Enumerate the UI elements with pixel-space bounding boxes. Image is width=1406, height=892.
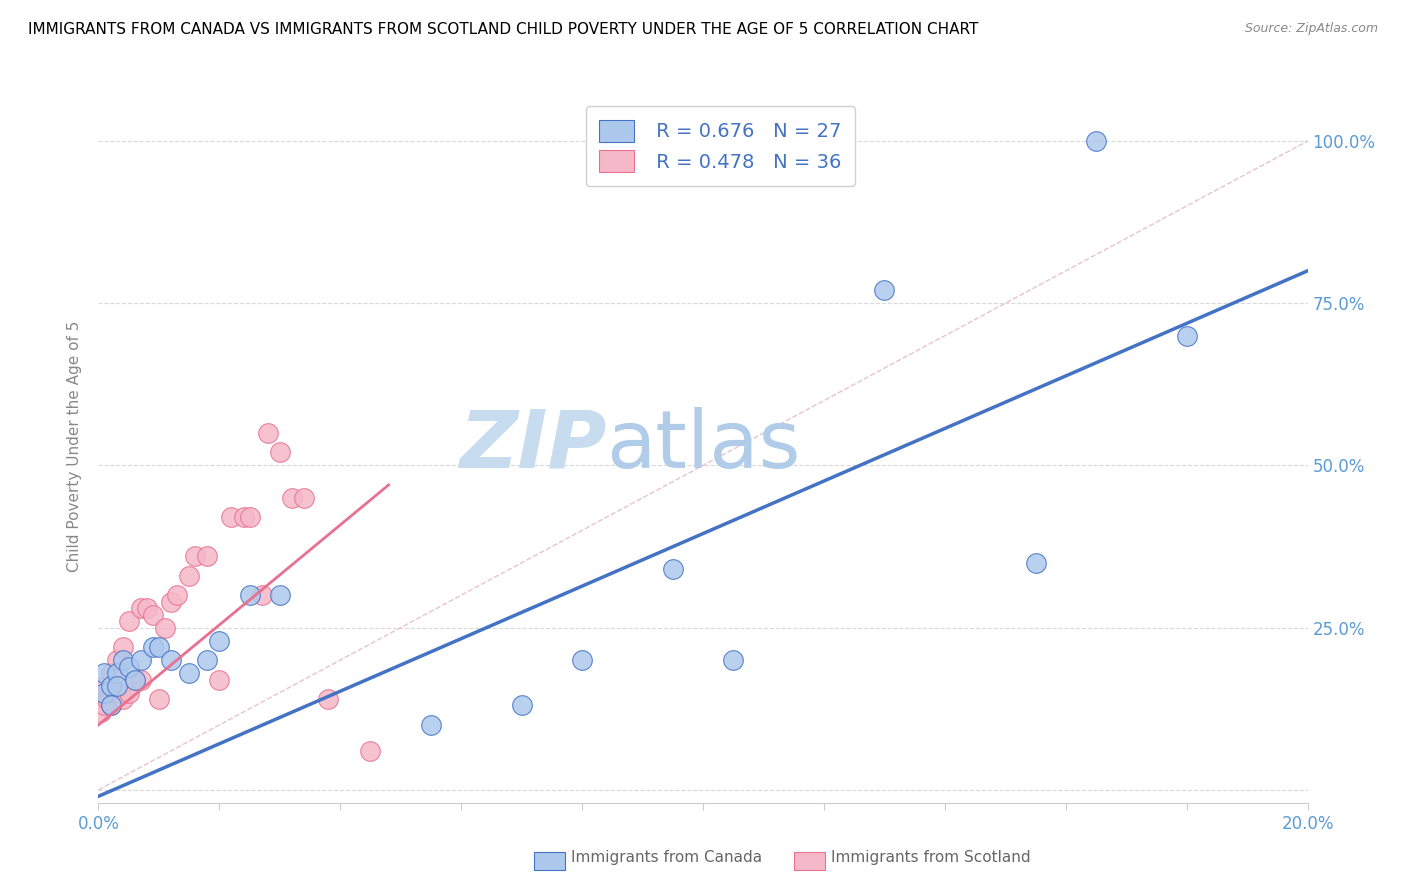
Point	[142, 640, 165, 654]
Point	[166, 588, 188, 602]
Point	[105, 666, 128, 681]
Text: ZIP: ZIP	[458, 407, 606, 485]
Y-axis label: Child Poverty Under the Age of 5: Child Poverty Under the Age of 5	[67, 320, 83, 572]
Point	[93, 685, 115, 699]
Point	[148, 692, 170, 706]
Point	[142, 607, 165, 622]
Point	[208, 673, 231, 687]
Point	[124, 673, 146, 687]
Point	[118, 614, 141, 628]
Point	[316, 692, 339, 706]
Point	[160, 595, 183, 609]
Point	[118, 659, 141, 673]
Point	[105, 679, 128, 693]
Text: Immigrants from Scotland: Immigrants from Scotland	[831, 850, 1031, 865]
Point	[124, 673, 146, 687]
Point	[100, 698, 122, 713]
Point	[360, 744, 382, 758]
Point	[179, 568, 201, 582]
Point	[1085, 134, 1108, 148]
Point	[105, 653, 128, 667]
Point	[1024, 556, 1046, 570]
Point	[93, 679, 115, 693]
Point	[90, 705, 112, 719]
Point	[160, 653, 183, 667]
Text: IMMIGRANTS FROM CANADA VS IMMIGRANTS FROM SCOTLAND CHILD POVERTY UNDER THE AGE O: IMMIGRANTS FROM CANADA VS IMMIGRANTS FRO…	[28, 22, 979, 37]
Point	[93, 698, 115, 713]
Point	[135, 601, 157, 615]
Point	[129, 601, 152, 615]
Point	[184, 549, 207, 564]
Point	[232, 510, 254, 524]
Point	[662, 562, 685, 576]
Point	[96, 692, 118, 706]
Point	[292, 491, 315, 505]
Point	[129, 653, 152, 667]
Point	[571, 653, 593, 667]
Point	[100, 679, 122, 693]
Point	[221, 510, 243, 524]
Point	[239, 588, 262, 602]
Point	[208, 633, 231, 648]
Point	[118, 685, 141, 699]
Legend:  R = 0.676   N = 27,  R = 0.478   N = 36: R = 0.676 N = 27, R = 0.478 N = 36	[586, 106, 855, 186]
Point	[256, 425, 278, 440]
Point	[1175, 328, 1198, 343]
Point	[510, 698, 533, 713]
Point	[111, 692, 134, 706]
Point	[195, 653, 218, 667]
Text: Source: ZipAtlas.com: Source: ZipAtlas.com	[1244, 22, 1378, 36]
Point	[89, 692, 111, 706]
Point	[153, 621, 176, 635]
Point	[179, 666, 201, 681]
Point	[281, 491, 304, 505]
Point	[111, 653, 134, 667]
Point	[239, 510, 262, 524]
Point	[100, 666, 122, 681]
Text: atlas: atlas	[606, 407, 800, 485]
Point	[111, 640, 134, 654]
Point	[100, 698, 122, 713]
Point	[148, 640, 170, 654]
Point	[873, 283, 896, 297]
Point	[269, 445, 291, 459]
Point	[195, 549, 218, 564]
Point	[420, 718, 443, 732]
Point	[105, 685, 128, 699]
Point	[269, 588, 291, 602]
Point	[250, 588, 273, 602]
Point	[93, 666, 115, 681]
Point	[129, 673, 152, 687]
Point	[723, 653, 745, 667]
Text: Immigrants from Canada: Immigrants from Canada	[571, 850, 762, 865]
